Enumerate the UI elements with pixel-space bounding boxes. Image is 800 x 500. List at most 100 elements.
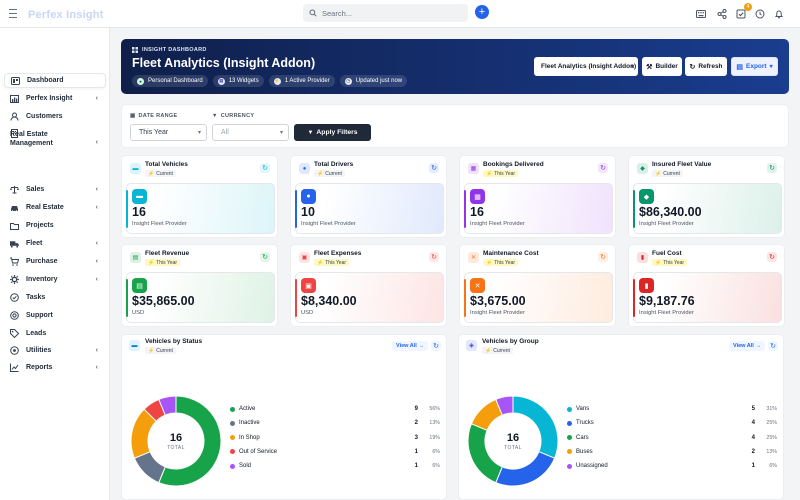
filter-icon: ▼ [307,129,314,136]
pill-updated: ◷ Updated just now [339,75,408,87]
chevron-down-icon: ▾ [630,64,634,70]
refresh-icon[interactable]: ↻ [260,252,270,262]
refresh-icon[interactable]: ↻ [260,163,270,173]
chevron-left-icon: ‹ [95,240,98,247]
refresh-icon[interactable]: ↻ [429,163,439,173]
stat-value-panel: ◆ $86,340.00 Insight Fleet Provider [633,183,782,234]
view-all-button[interactable]: View All → [729,341,766,351]
search-placeholder: Search... [322,8,353,18]
donut-slice[interactable] [495,395,514,416]
dashboard-select[interactable]: Fleet Analytics (Insight Addon) ▾ [534,57,638,76]
sidebar-item-label: Projects [26,222,54,229]
view-all-label: View All [733,343,754,349]
stat-period-badge: ⚡ This Year [145,259,181,266]
refresh-icon[interactable]: ↻ [768,341,778,351]
legend-label: In Shop [239,434,260,441]
menu-icon[interactable] [9,9,17,18]
sidebar-item-inventory[interactable]: Inventory ‹ [4,272,106,287]
sidebar-item-leads[interactable]: Leads [4,326,106,341]
legend-count: 4 [751,420,755,427]
sidebar-item-support[interactable]: Support [4,308,106,323]
stat-period: Current [156,170,173,177]
clock-icon[interactable] [754,8,766,20]
panel-period: Current [156,347,173,354]
refresh-button[interactable]: ↻ Refresh [685,57,727,76]
legend-item[interactable]: Buses 2 13% [567,447,777,457]
refresh-icon[interactable]: ↻ [598,252,608,262]
export-button[interactable]: ▤ Export ▾ [731,57,778,76]
app-logo[interactable]: Perfex Insight [28,9,104,21]
legend-label: Unassigned [576,463,608,470]
legend-item[interactable]: Active 9 56% [230,404,440,414]
sidebar-item-perfex-insight[interactable]: Perfex Insight ‹ [4,91,106,106]
stat-card: ✕ Maintenance Cost ⚡ This Year ↻ ✕ $3,675… [459,244,616,327]
sidebar-item-sales[interactable]: Sales ‹ [4,182,106,197]
stat-value-panel: ▣ $8,340.00 USD [295,272,444,323]
date-range-label: ▦ DATE RANGE [130,113,177,119]
sidebar-item-utilities[interactable]: Utilities ‹ [4,343,106,358]
legend-item[interactable]: In Shop 3 19% [230,433,440,443]
keyboard-icon[interactable] [695,8,707,20]
panel-period-badge: ⚡ Current [145,347,176,354]
sidebar-item-real-estate[interactable]: Real Estate ‹ [4,200,106,215]
view-all-button[interactable]: View All → [392,341,429,351]
chevron-left-icon: ‹ [95,258,98,265]
refresh-icon[interactable]: ↻ [767,252,777,262]
donut-slice[interactable] [467,423,503,484]
legend-label: Out of Service [239,448,278,455]
refresh-icon[interactable]: ↻ [431,341,441,351]
sidebar-item-reports[interactable]: Reports ‹ [4,360,106,375]
date-range-select[interactable]: This Year ▾ [130,124,207,141]
share-icon[interactable] [716,8,728,20]
bolt-icon: ⚡ [655,259,662,266]
legend-item[interactable]: Unassigned 1 6% [567,461,777,471]
tasks-icon[interactable] [735,8,747,20]
accent-bar [464,279,466,317]
notification-badge: 4 [744,3,752,11]
sidebar-item-real-estate-management[interactable]: Real Estate Management ‹ [4,127,106,149]
sidebar-item-dashboard[interactable]: Dashboard [4,73,106,88]
stat-value: $35,865.00 [132,294,195,308]
document-icon: ▤ [130,252,141,263]
grid-icon: ▦ [217,77,225,85]
builder-button[interactable]: ⚒ Builder [642,57,682,76]
refresh-icon[interactable]: ↻ [767,163,777,173]
apply-filters-button[interactable]: ▼ Apply Filters [294,124,371,141]
bell-icon[interactable] [773,8,785,20]
sidebar-item-tasks[interactable]: Tasks [4,290,106,305]
panel-period-badge: ⚡ Current [482,347,513,354]
sidebar-item-projects[interactable]: Projects [4,218,106,233]
sidebar-item-customers[interactable]: Customers [4,109,106,124]
legend-item[interactable]: Inactive 2 13% [230,418,440,428]
stat-period: This Year [663,259,685,266]
stat-card: ▤ Fleet Revenue ⚡ This Year ↻ ▤ $35,865.0… [121,244,278,327]
legend-item[interactable]: Vans 5 31% [567,404,777,414]
quick-create-button[interactable]: + [475,5,489,19]
donut-total-label: TOTAL [504,445,522,451]
sidebar-item-label: Dashboard [27,77,64,84]
sidebar-item-purchase[interactable]: Purchase ‹ [4,254,106,269]
donut-slice[interactable] [158,395,177,416]
donut-slice[interactable] [495,451,556,487]
legend-item[interactable]: Cars 4 25% [567,433,777,443]
refresh-icon[interactable]: ↻ [429,252,439,262]
sidebar-item-label: Real Estate [26,204,64,211]
refresh-icon[interactable]: ↻ [598,163,608,173]
currency-select[interactable]: All ▾ [212,124,289,141]
donut-slice[interactable] [158,395,222,487]
sidebar-item-fleet[interactable]: Fleet ‹ [4,236,106,251]
legend-item[interactable]: Trucks 4 25% [567,418,777,428]
chevron-down-icon: ▾ [197,130,201,136]
legend-item[interactable]: Sold 1 6% [230,461,440,471]
search-input[interactable]: Search... [303,4,468,22]
stat-period: This Year [494,170,516,177]
chevron-down-icon: ▾ [279,130,283,136]
legend-item[interactable]: Out of Service 1 6% [230,447,440,457]
stat-value: $8,340.00 [301,294,357,308]
stat-period: Current [663,170,680,177]
stat-caption: USD [301,310,314,316]
logo-suffix: Insight [66,9,104,21]
chart-icon [10,94,19,103]
sidebar-item-label: Utilities [26,347,52,354]
legend-count: 1 [414,463,418,470]
